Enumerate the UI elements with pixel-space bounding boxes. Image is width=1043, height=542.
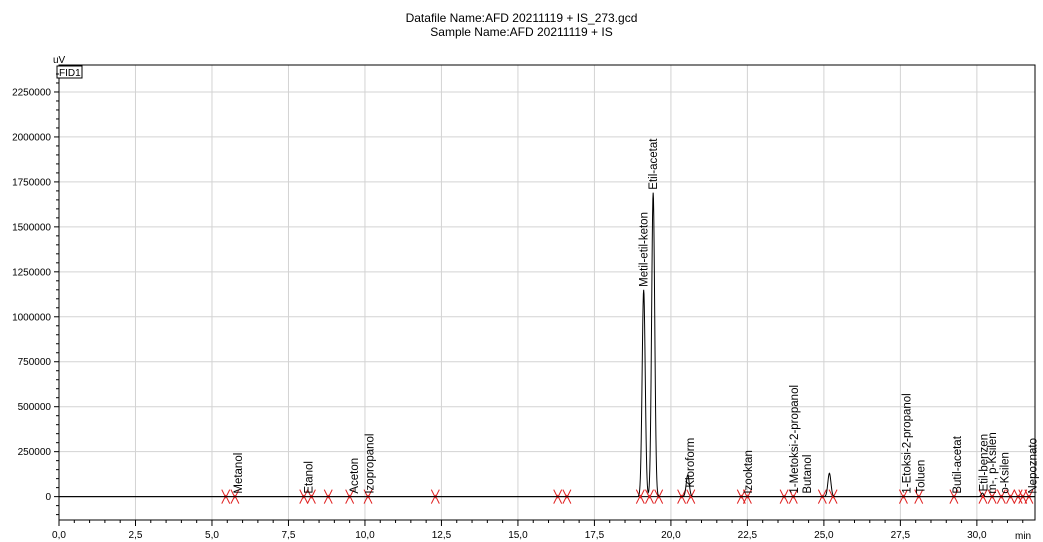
integration-mark bbox=[978, 489, 988, 504]
peak-label: o-Ksilen bbox=[999, 452, 1011, 494]
x-axis-ticks: 0,0 2,5 5,0 7,5 10,0 12,5 15,0 17,5 20,0 22,5 25,0… bbox=[52, 520, 1024, 541]
y-tick-label: 2000000 bbox=[12, 132, 51, 143]
peak-label: Izopropanol bbox=[365, 434, 377, 494]
y-tick-label: 1000000 bbox=[12, 312, 51, 323]
integration-mark bbox=[949, 489, 959, 504]
integration-mark bbox=[742, 489, 752, 504]
integration-mark bbox=[635, 489, 645, 504]
peak-label: Etanol bbox=[303, 461, 315, 494]
integration-mark bbox=[430, 489, 440, 504]
integration-mark bbox=[686, 489, 696, 504]
x-tick-label: 5,0 bbox=[205, 530, 219, 541]
integration-mark bbox=[817, 489, 827, 504]
integration-mark bbox=[914, 489, 924, 504]
peak-label: Etil-acetat bbox=[648, 138, 660, 190]
integration-mark bbox=[898, 489, 908, 504]
plot-frame bbox=[58, 64, 1036, 521]
x-tick-label: 15,0 bbox=[508, 530, 528, 541]
peak-label: Nepoznato bbox=[1028, 438, 1040, 494]
x-tick-label: 2,5 bbox=[129, 530, 143, 541]
y-axis-unit: uV bbox=[53, 55, 66, 66]
x-tick-label: 0,0 bbox=[52, 530, 66, 541]
x-tick-label: 25,0 bbox=[814, 530, 834, 541]
peak-label: Etil-benzen bbox=[979, 434, 991, 492]
integration-mark bbox=[221, 489, 231, 504]
x-tick-label: 10,0 bbox=[355, 530, 375, 541]
integration-mark bbox=[345, 489, 355, 504]
channel-label-box bbox=[56, 65, 83, 79]
x-axis-unit: min bbox=[1015, 531, 1031, 542]
peak-label: Kloroform bbox=[685, 438, 697, 488]
y-axis-ticks: 0 250000 500000 750000 1000000 1250000 1500000… bbox=[12, 73, 59, 516]
x-tick-label: 20,0 bbox=[661, 530, 681, 541]
y-tick-label: 0 bbox=[45, 492, 51, 503]
integration-marks bbox=[221, 489, 1034, 504]
y-tick-label: 1250000 bbox=[12, 267, 51, 278]
x-tick-label: 27,5 bbox=[891, 530, 911, 541]
sample-name: Sample Name:AFD 20211119 + IS bbox=[430, 25, 613, 39]
x-tick-label: 17,5 bbox=[585, 530, 605, 541]
integration-mark bbox=[1024, 489, 1034, 504]
integration-mark bbox=[553, 489, 563, 504]
integration-mark bbox=[323, 489, 333, 504]
integration-mark bbox=[1018, 489, 1028, 504]
peak-label: m-, p-Ksilen bbox=[987, 432, 999, 493]
integration-mark bbox=[1013, 489, 1023, 504]
peak-label: 1-Metoksi-2-propanol bbox=[789, 385, 801, 494]
integration-mark bbox=[562, 489, 572, 504]
x-tick-label: 7,5 bbox=[282, 530, 296, 541]
y-tick-label: 500000 bbox=[18, 402, 52, 413]
peak-label: Toluen bbox=[915, 460, 927, 494]
x-tick-label: 12,5 bbox=[432, 530, 452, 541]
channel-label: FID1 bbox=[59, 68, 81, 79]
y-tick-label: 250000 bbox=[18, 447, 52, 458]
datafile-name: Datafile Name:AFD 20211119 + IS_273.gcd bbox=[405, 11, 638, 25]
peak-labels: Metanol Etanol Aceton Izopropanol Metil-etil… bbox=[233, 138, 1040, 494]
integration-mark bbox=[996, 489, 1006, 504]
peak-label: Metanol bbox=[233, 453, 245, 494]
y-tick-label: 1500000 bbox=[12, 222, 51, 233]
integration-mark bbox=[230, 489, 240, 504]
peak-label: 1-Etoksi-2-propanol bbox=[901, 393, 913, 493]
integration-mark bbox=[645, 489, 654, 504]
peak-label: Butil-acetat bbox=[952, 435, 964, 493]
peak-label: Metil-etil-keton bbox=[639, 212, 651, 287]
integration-mark bbox=[779, 489, 789, 504]
integration-mark bbox=[736, 489, 746, 504]
signal-trace bbox=[59, 192, 1035, 498]
axes: FID1 uV min bbox=[53, 55, 1036, 542]
integration-mark bbox=[1006, 489, 1015, 504]
y-tick-label: 2250000 bbox=[12, 87, 51, 98]
y-tick-label: 1750000 bbox=[12, 177, 51, 188]
peak-label: Aceton bbox=[349, 458, 361, 494]
x-tick-label: 22,5 bbox=[738, 530, 758, 541]
peak-label: Izooktan bbox=[743, 450, 755, 493]
integration-mark bbox=[788, 489, 798, 504]
peak-label: Butanol bbox=[802, 455, 814, 494]
chromatogram-line bbox=[59, 192, 1035, 498]
integration-mark bbox=[363, 489, 373, 504]
integration-mark bbox=[306, 489, 316, 504]
integration-mark bbox=[987, 489, 997, 504]
integration-mark bbox=[677, 489, 687, 504]
y-tick-label: 750000 bbox=[18, 357, 52, 368]
grid bbox=[58, 65, 1035, 520]
x-tick-label: 30,0 bbox=[967, 530, 987, 541]
integration-mark bbox=[299, 489, 309, 504]
